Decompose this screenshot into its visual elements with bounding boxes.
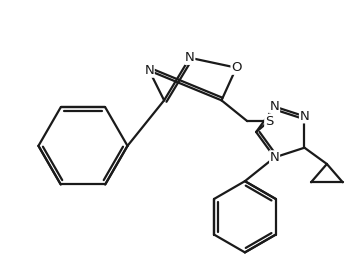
Text: N: N xyxy=(299,110,309,123)
Text: N: N xyxy=(144,64,154,77)
Text: O: O xyxy=(231,61,242,74)
Text: N: N xyxy=(270,151,280,164)
Text: N: N xyxy=(270,100,280,113)
Text: N: N xyxy=(185,51,195,64)
Text: S: S xyxy=(265,115,273,128)
